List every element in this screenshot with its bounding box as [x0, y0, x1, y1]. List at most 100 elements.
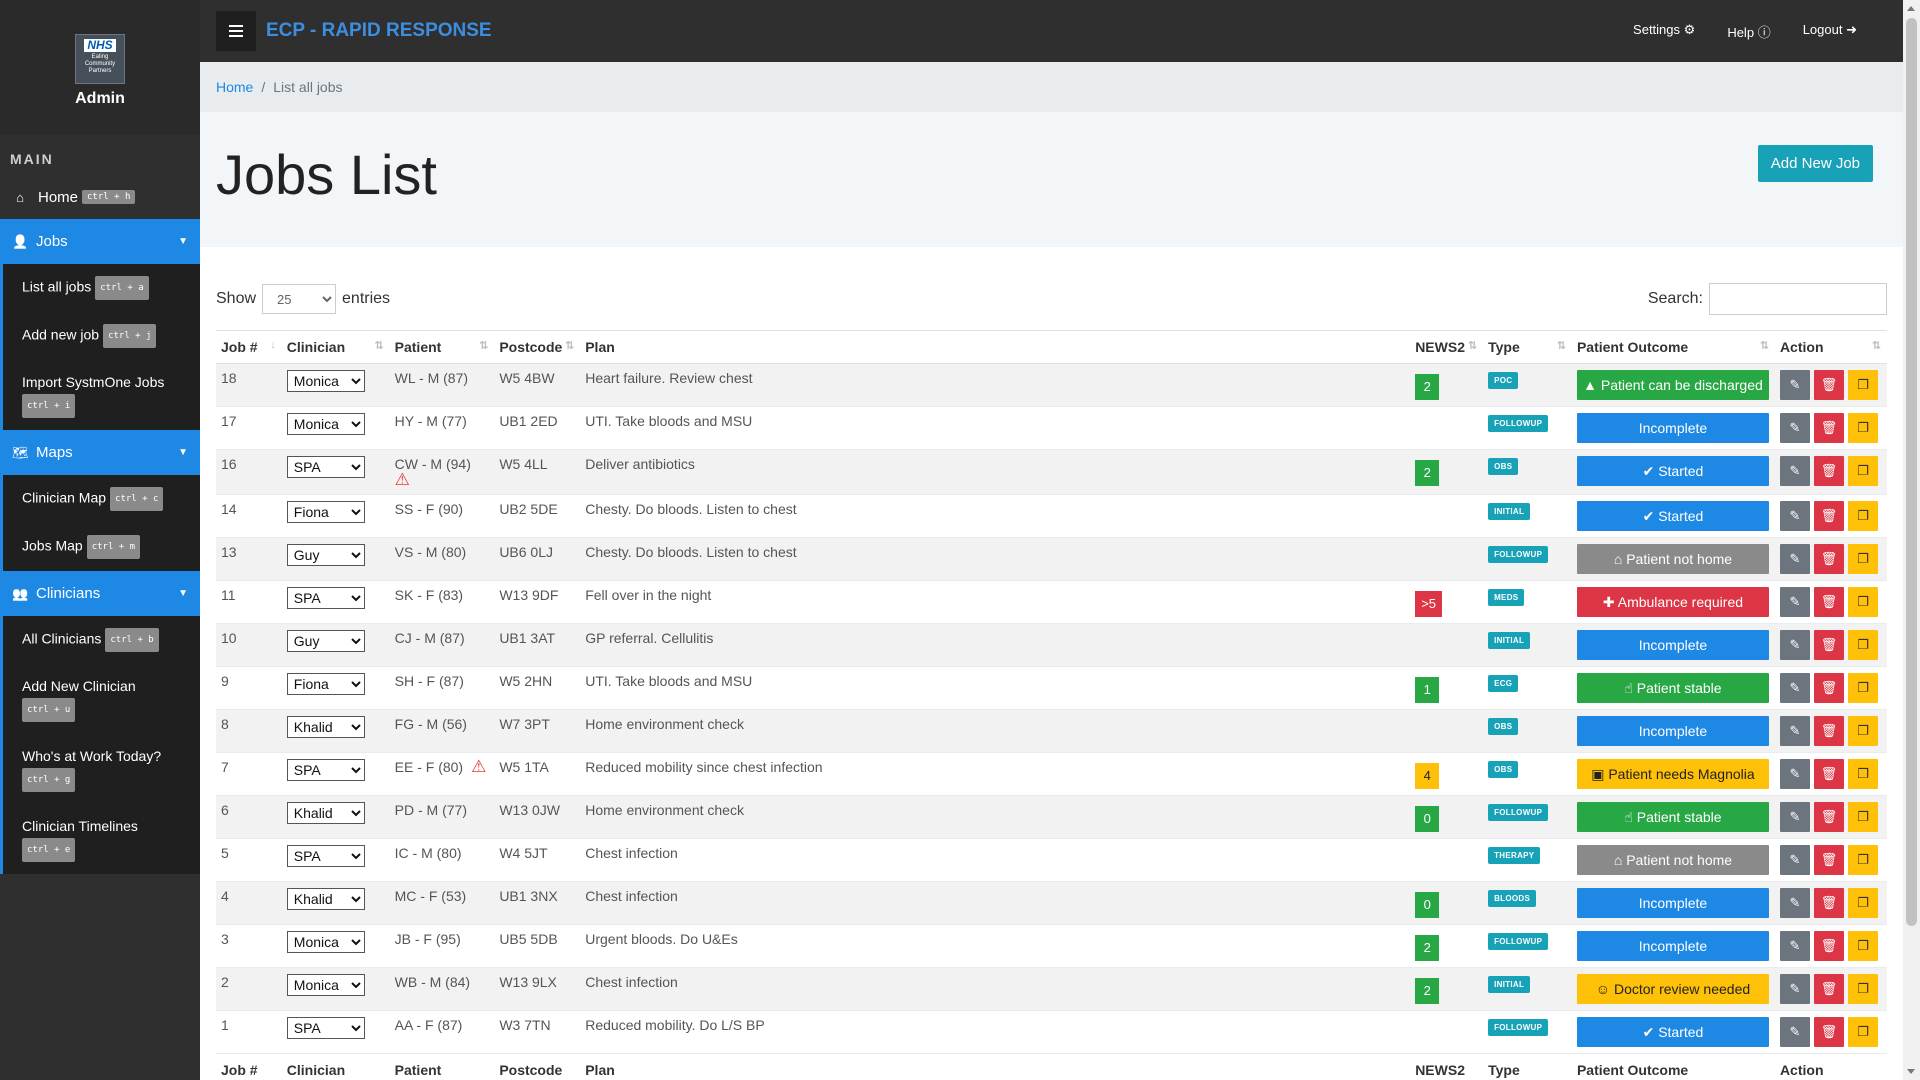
delete-icon[interactable]: 🗑	[1813, 845, 1844, 875]
outcome-button[interactable]: ✔ Started	[1576, 456, 1769, 486]
sidebar-group-maps[interactable]: 🗺 Maps ▼	[0, 430, 200, 475]
logout-link[interactable]: Logout ➜	[1803, 22, 1857, 41]
clinician-select[interactable]: SPA	[286, 587, 365, 609]
clinician-select[interactable]: Fiona	[286, 673, 365, 695]
delete-icon[interactable]: 🗑	[1813, 974, 1844, 1004]
edit-icon[interactable]: ✎	[1779, 413, 1810, 443]
column-header-news2[interactable]: NEWS2 ⇅	[1410, 330, 1484, 364]
search-input[interactable]	[1709, 283, 1887, 315]
clinician-select[interactable]: Monica	[286, 413, 365, 435]
edit-icon[interactable]: ✎	[1779, 888, 1810, 918]
outcome-button[interactable]: Incomplete	[1576, 888, 1769, 918]
sidebar-item-list-all-jobs[interactable]: List all jobs ctrl + a	[3, 264, 200, 312]
outcome-button[interactable]: ⌂ Patient not home	[1576, 544, 1769, 574]
help-link[interactable]: Help ⓘ	[1727, 22, 1770, 41]
sidebar-item-who-s-at-work-today[interactable]: Who's at Work Today? ctrl + g	[3, 734, 200, 804]
sidebar-group-clinicians[interactable]: 👥 Clinicians ▼	[0, 571, 200, 616]
clinician-select[interactable]: SPA	[286, 759, 365, 781]
entries-select[interactable]: 25	[262, 284, 337, 314]
edit-icon[interactable]: ✎	[1779, 974, 1810, 1004]
column-header-action[interactable]: Action ⇅	[1774, 330, 1887, 364]
column-header-postcode[interactable]: Postcode ⇅	[494, 330, 581, 364]
delete-icon[interactable]: 🗑	[1813, 370, 1844, 400]
column-header-job[interactable]: Job # ↓	[216, 330, 282, 364]
column-header-clinician[interactable]: Clinician ⇅	[281, 330, 390, 364]
scroll-down-icon[interactable]	[1907, 1069, 1915, 1074]
clinician-select[interactable]: Khalid	[286, 802, 365, 824]
outcome-button[interactable]: ✔ Started	[1576, 501, 1769, 531]
clinician-select[interactable]: Monica	[286, 974, 365, 996]
copy-icon[interactable]: ❐	[1847, 456, 1878, 486]
clinician-select[interactable]: Fiona	[286, 501, 365, 523]
sidebar-item-add-new-job[interactable]: Add new job ctrl + j	[3, 312, 200, 360]
delete-icon[interactable]: 🗑	[1813, 931, 1844, 961]
copy-icon[interactable]: ❐	[1847, 413, 1878, 443]
edit-icon[interactable]: ✎	[1779, 544, 1810, 574]
delete-icon[interactable]: 🗑	[1813, 544, 1844, 574]
column-header-patient-outcome[interactable]: Patient Outcome ⇅	[1571, 330, 1775, 364]
sidebar-item-jobs-map[interactable]: Jobs Map ctrl + m	[3, 523, 200, 571]
edit-icon[interactable]: ✎	[1779, 759, 1810, 789]
edit-icon[interactable]: ✎	[1779, 716, 1810, 746]
outcome-button[interactable]: ☝ Patient stable	[1576, 802, 1769, 832]
delete-icon[interactable]: 🗑	[1813, 501, 1844, 531]
outcome-button[interactable]: ☝ Patient stable	[1576, 673, 1769, 703]
column-header-type[interactable]: Type ⇅	[1483, 330, 1572, 364]
clinician-select[interactable]: Guy	[286, 544, 365, 566]
sidebar-item-home[interactable]: ⌂ Home ctrl + h	[0, 175, 200, 219]
copy-icon[interactable]: ❐	[1847, 587, 1878, 617]
delete-icon[interactable]: 🗑	[1813, 888, 1844, 918]
edit-icon[interactable]: ✎	[1779, 630, 1810, 660]
sidebar-item-clinician-timelines[interactable]: Clinician Timelines ctrl + e	[3, 804, 200, 874]
sidebar-item-clinician-map[interactable]: Clinician Map ctrl + c	[3, 475, 200, 523]
outcome-button[interactable]: ☺ Doctor review needed	[1576, 974, 1769, 1004]
clinician-select[interactable]: Guy	[286, 630, 365, 652]
delete-icon[interactable]: 🗑	[1813, 1017, 1844, 1047]
edit-icon[interactable]: ✎	[1779, 456, 1810, 486]
outcome-button[interactable]: Incomplete	[1576, 931, 1769, 961]
edit-icon[interactable]: ✎	[1779, 1017, 1810, 1047]
edit-icon[interactable]: ✎	[1779, 501, 1810, 531]
copy-icon[interactable]: ❐	[1847, 630, 1878, 660]
outcome-button[interactable]: Incomplete	[1576, 716, 1769, 746]
delete-icon[interactable]: 🗑	[1813, 716, 1844, 746]
delete-icon[interactable]: 🗑	[1813, 587, 1844, 617]
copy-icon[interactable]: ❐	[1847, 673, 1878, 703]
clinician-select[interactable]: Khalid	[286, 716, 365, 738]
scroll-up-icon[interactable]	[1907, 6, 1915, 11]
copy-icon[interactable]: ❐	[1847, 759, 1878, 789]
delete-icon[interactable]: 🗑	[1813, 630, 1844, 660]
breadcrumb-home[interactable]: Home	[216, 79, 254, 95]
copy-icon[interactable]: ❐	[1847, 501, 1878, 531]
outcome-button[interactable]: Incomplete	[1576, 413, 1769, 443]
page-scrollbar[interactable]	[1903, 0, 1920, 1080]
copy-icon[interactable]: ❐	[1847, 888, 1878, 918]
clinician-select[interactable]: SPA	[286, 845, 365, 867]
sidebar-item-all-clinicians[interactable]: All Clinicians ctrl + b	[3, 616, 200, 664]
scrollbar-thumb[interactable]	[1906, 18, 1917, 926]
clinician-select[interactable]: Monica	[286, 931, 365, 953]
column-header-patient[interactable]: Patient ⇅	[389, 330, 495, 364]
copy-icon[interactable]: ❐	[1847, 802, 1878, 832]
delete-icon[interactable]: 🗑	[1813, 759, 1844, 789]
edit-icon[interactable]: ✎	[1779, 370, 1810, 400]
sidebar-item-import-systmone-jobs[interactable]: Import SystmOne Jobs ctrl + i	[3, 360, 200, 430]
outcome-button[interactable]: ⌂ Patient not home	[1576, 845, 1769, 875]
delete-icon[interactable]: 🗑	[1813, 413, 1844, 443]
copy-icon[interactable]: ❐	[1847, 974, 1878, 1004]
menu-toggle-icon[interactable]	[216, 11, 256, 51]
copy-icon[interactable]: ❐	[1847, 370, 1878, 400]
copy-icon[interactable]: ❐	[1847, 716, 1878, 746]
outcome-button[interactable]: ▣ Patient needs Magnolia	[1576, 759, 1769, 789]
sidebar-item-add-new-clinician[interactable]: Add New Clinician ctrl + u	[3, 664, 200, 734]
edit-icon[interactable]: ✎	[1779, 802, 1810, 832]
copy-icon[interactable]: ❐	[1847, 931, 1878, 961]
edit-icon[interactable]: ✎	[1779, 931, 1810, 961]
outcome-button[interactable]: ✚ Ambulance required	[1576, 587, 1769, 617]
clinician-select[interactable]: SPA	[286, 1017, 365, 1039]
delete-icon[interactable]: 🗑	[1813, 673, 1844, 703]
clinician-select[interactable]: SPA	[286, 456, 365, 478]
sidebar-group-jobs[interactable]: 👤 Jobs ▼	[0, 219, 200, 264]
edit-icon[interactable]: ✎	[1779, 673, 1810, 703]
add-new-job-button[interactable]: Add New Job	[1757, 145, 1873, 182]
